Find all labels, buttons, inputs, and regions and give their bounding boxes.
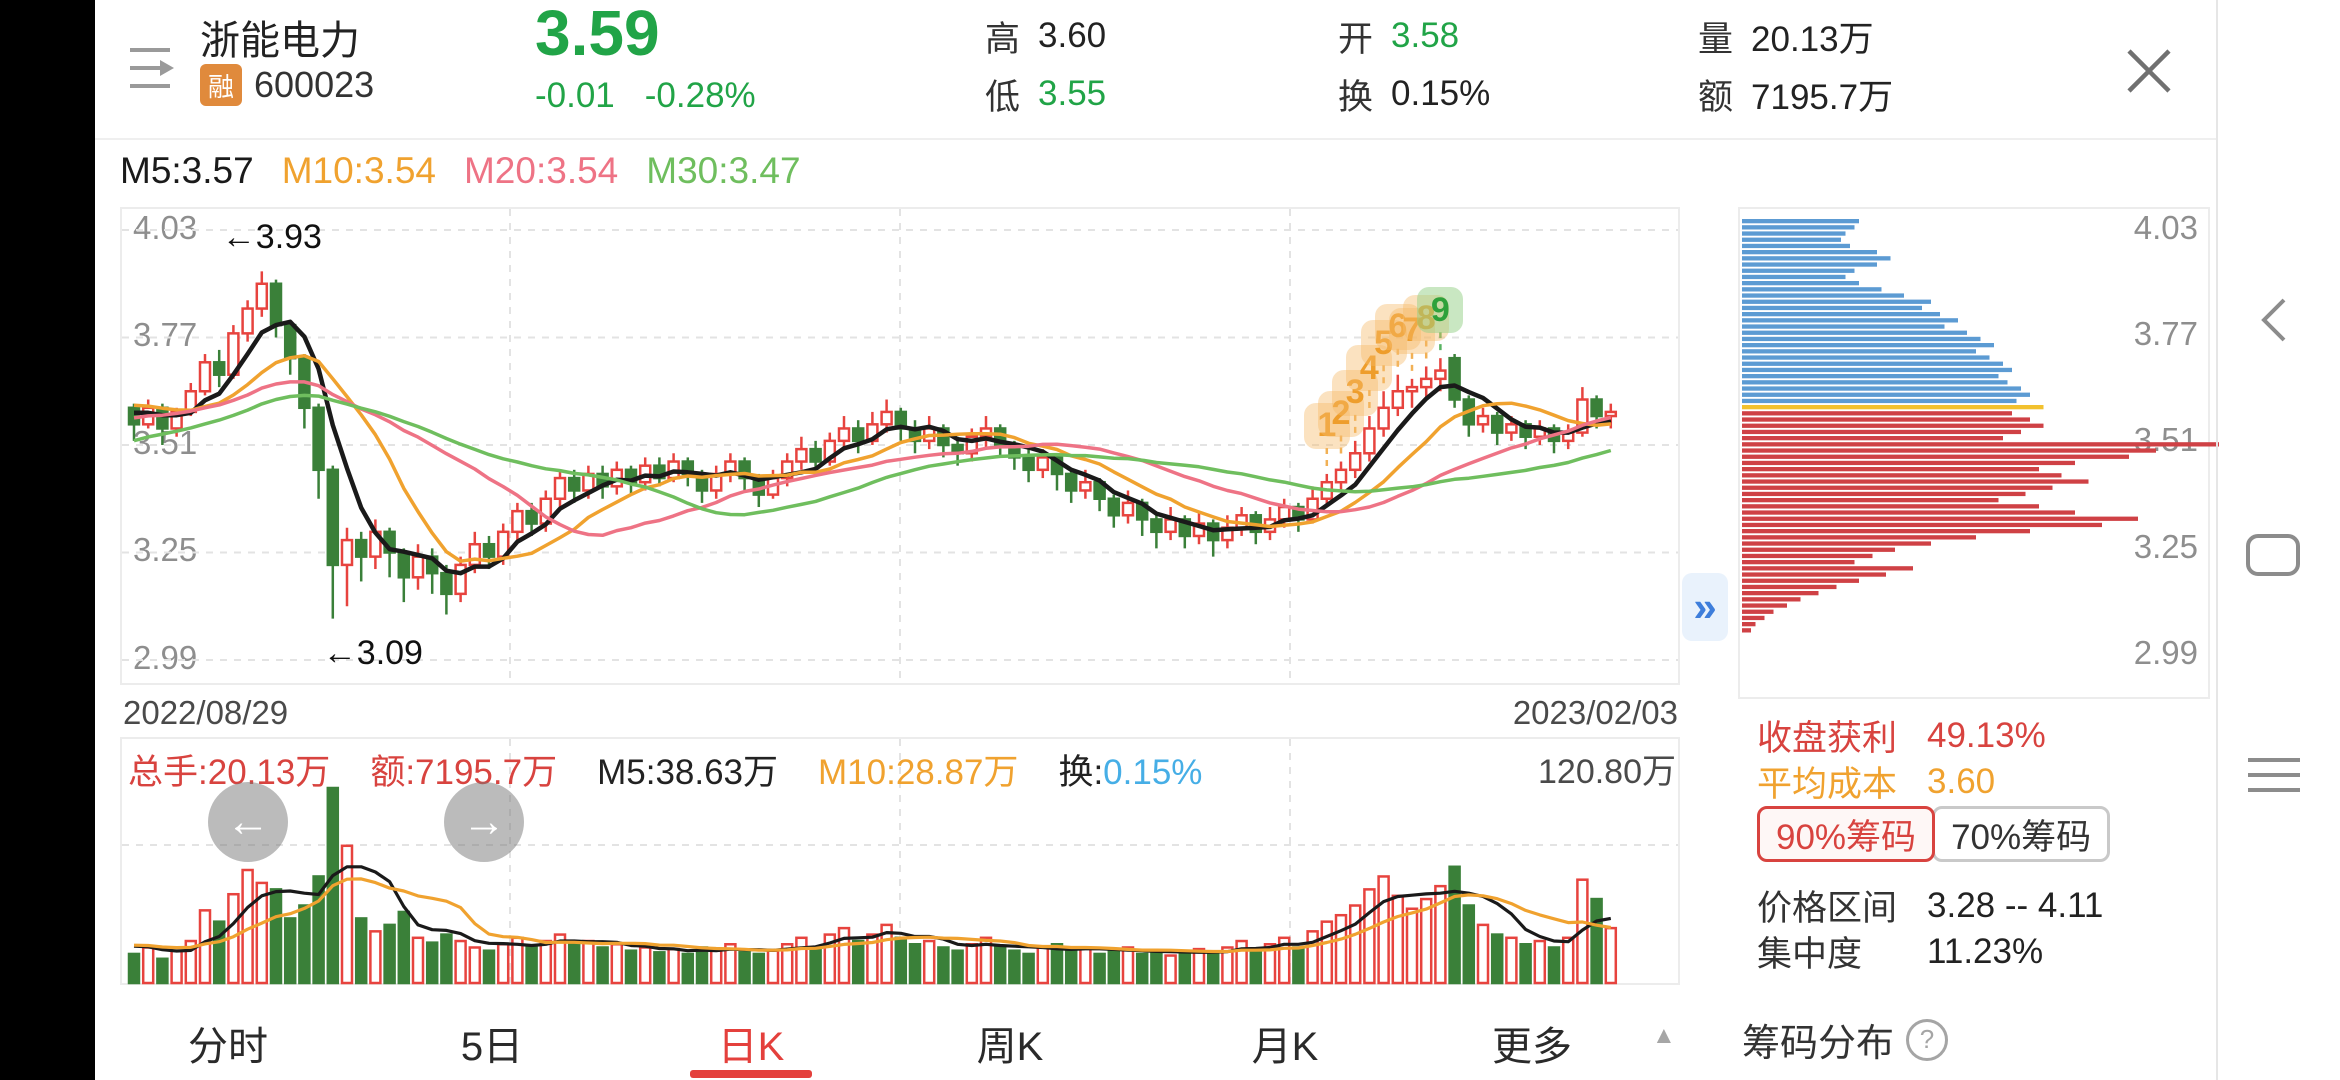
quote-low-label: 低: [985, 77, 1021, 117]
price-change: -0.01: [535, 76, 615, 115]
svg-text:←3.09: ←3.09: [323, 634, 423, 672]
chip-y-label: 2.99: [2133, 634, 2198, 671]
price-range-value: 3.28 -- 4.11: [1927, 885, 2104, 925]
nav-back-icon[interactable]: [2252, 292, 2296, 348]
chip-y-label: 4.03: [2133, 209, 2198, 246]
event-badge-1[interactable]: 1: [1303, 402, 1350, 449]
concentration-label: 集中度: [1757, 935, 1863, 974]
quote-low-value: 3.55: [1038, 74, 1107, 113]
quote-amount-value: 7195.7万: [1751, 77, 1894, 117]
event-badge-4[interactable]: 4: [1346, 345, 1393, 392]
chips-90-button[interactable]: 90%筹码: [1757, 806, 1936, 862]
avg-cost-value: 3.60: [1927, 761, 1996, 801]
stock-name: 浙能电力: [200, 19, 360, 63]
price-change-percent: -0.28%: [644, 76, 756, 115]
y-axis-label: 3.77: [133, 316, 198, 353]
quote-amount-label: 额: [1698, 77, 1734, 117]
ma20-label: M20:3.54: [463, 150, 619, 191]
event-badge-2[interactable]: 2: [1318, 390, 1364, 437]
avg-cost-label: 平均成本: [1757, 765, 1898, 804]
svg-text:←3.93: ←3.93: [222, 218, 322, 256]
panel-divider: [2216, 0, 2218, 1080]
chevron-up-icon[interactable]: ▲: [1652, 1022, 1676, 1049]
date-range-start: 2022/08/29: [123, 694, 289, 731]
profit-label: 收盘获利: [1757, 719, 1898, 758]
tab-weekly-k[interactable]: 周K: [976, 1025, 1044, 1069]
chip-distribution-chart[interactable]: [1738, 207, 2228, 699]
ma30-label: M30:3.47: [646, 150, 801, 191]
tab-monthly-k[interactable]: 月K: [1251, 1025, 1319, 1069]
chips-70-button[interactable]: 70%筹码: [1932, 806, 2111, 862]
chip-y-label: 3.25: [2133, 528, 2198, 565]
page-left-button[interactable]: ←: [208, 782, 288, 862]
close-icon[interactable]: [2120, 42, 2178, 100]
tab-5day[interactable]: 5日: [460, 1025, 524, 1069]
event-badge-5[interactable]: 5: [1360, 320, 1407, 367]
event-badge-3[interactable]: 3: [1332, 369, 1379, 416]
current-price: 3.59: [535, 0, 660, 69]
volume-ma10: M10:28.87万: [818, 753, 1019, 792]
quote-volume-label: 量: [1698, 19, 1734, 59]
quote-turnover-value: 0.15%: [1391, 74, 1491, 113]
margin-trading-badge: 融: [200, 64, 242, 106]
quote-open-value: 3.58: [1391, 16, 1460, 55]
price-range-label: 价格区间: [1757, 889, 1898, 928]
chip-y-label: 3.77: [2133, 315, 2198, 352]
y-axis-label: 4.03: [133, 209, 198, 246]
header-divider: [95, 138, 2216, 140]
tab-daily-k[interactable]: 日K: [717, 1025, 785, 1069]
event-badge-6[interactable]: 6: [1374, 303, 1421, 350]
quote-open-label: 开: [1338, 19, 1374, 59]
nav-home-icon[interactable]: [2246, 534, 2300, 576]
concentration-value: 11.23%: [1927, 931, 2044, 971]
kline-pane-border: [120, 207, 1680, 685]
volume-legend: 总手:20.13万 额:7195.7万 M5:38.63万 M10:28.87万…: [128, 744, 1202, 795]
date-range-end: 2023/02/03: [1512, 694, 1678, 731]
event-badge-7[interactable]: 7: [1389, 307, 1435, 354]
ma-legend: M5:3.57 M10:3.54 M20:3.54 M30:3.47: [120, 150, 801, 192]
stock-code: 600023: [254, 64, 375, 105]
volume-ma5: M5:38.63万: [597, 753, 779, 792]
quote-high-value: 3.60: [1038, 16, 1107, 55]
nav-recents-icon[interactable]: [2246, 752, 2302, 798]
profit-value: 49.13%: [1927, 715, 2046, 755]
tab-more[interactable]: 更多: [1492, 1025, 1572, 1069]
volume-turnover-value: 0.15%: [1103, 753, 1203, 792]
chip-distribution-title: 筹码分布: [1742, 1023, 1895, 1065]
page-right-button[interactable]: →: [444, 782, 524, 862]
help-icon[interactable]: ?: [1906, 1018, 1949, 1061]
y-axis-label: 3.25: [133, 531, 198, 568]
kline-chart[interactable]: ←3.93 ←3.09: [120, 207, 1680, 685]
volume-max-label: 120.80万: [1538, 753, 1676, 791]
screen-notch-strip: [0, 0, 95, 1080]
ma10-label: M10:3.54: [281, 150, 436, 191]
quote-volume-value: 20.13万: [1751, 19, 1874, 59]
ma5-label: M5:3.57: [120, 150, 254, 191]
event-badge-9[interactable]: 9: [1417, 287, 1464, 334]
y-axis-label: 2.99: [133, 639, 198, 676]
volume-turnover-label: 换:: [1058, 753, 1104, 792]
stock-list-menu-icon[interactable]: [126, 40, 180, 96]
tab-minute[interactable]: 分时: [188, 1025, 268, 1069]
active-tab-underline: [690, 1070, 812, 1078]
volume-amount: 额:7195.7万: [370, 753, 558, 792]
volume-chart[interactable]: [120, 737, 1680, 985]
expand-panel-button[interactable]: »: [1682, 573, 1728, 641]
quote-high-label: 高: [985, 19, 1021, 59]
quote-turnover-label: 换: [1338, 77, 1374, 117]
chip-panel-border: [1738, 207, 2210, 699]
